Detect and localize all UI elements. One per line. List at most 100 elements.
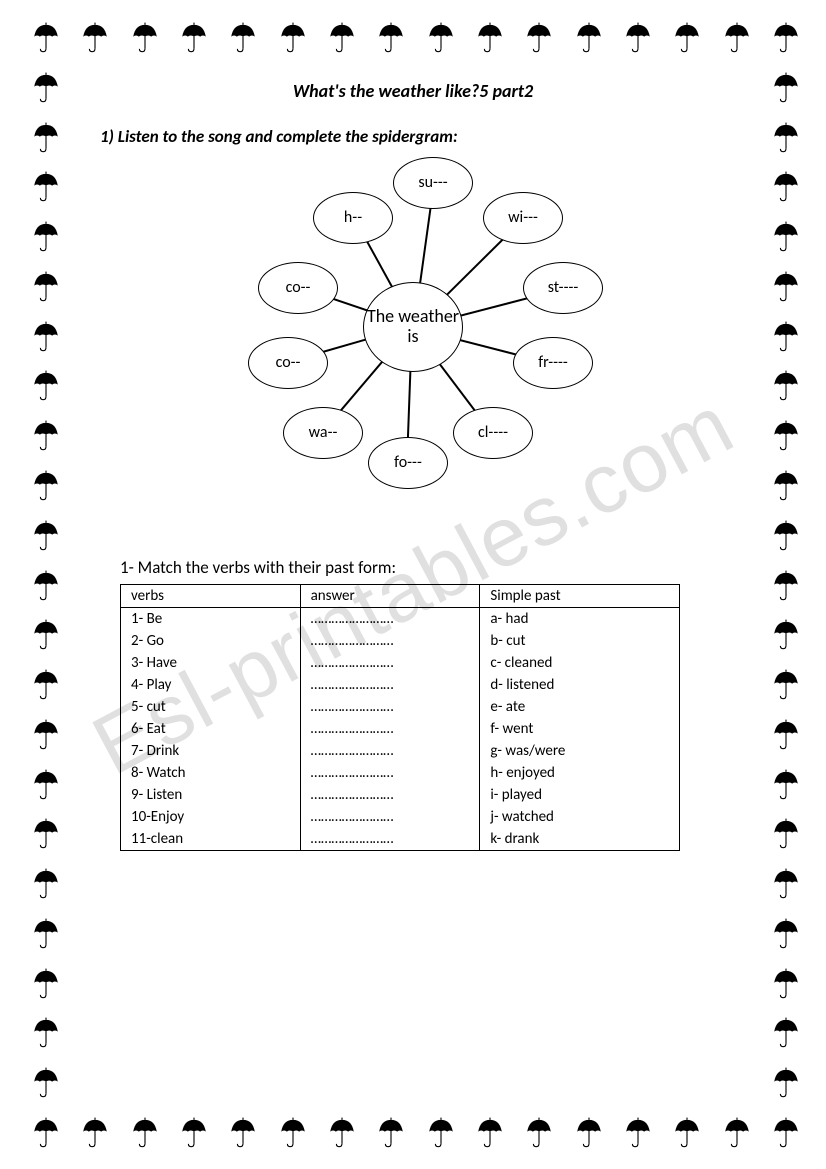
border-umbrella: [30, 866, 62, 902]
past-cell: c- cleaned: [480, 652, 680, 674]
verb-cell: 5- cut: [121, 696, 301, 718]
umbrella-icon: [131, 1117, 159, 1149]
umbrella-icon: [32, 918, 60, 950]
border-umbrella: [523, 1115, 555, 1151]
umbrella-icon: [427, 1117, 455, 1149]
umbrella-icon: [575, 1117, 603, 1149]
border-umbrella: [770, 916, 802, 952]
header-answer: answer: [300, 585, 480, 608]
table-row: 10-Enjoy……………………j- watched: [121, 806, 680, 828]
umbrella-icon: [772, 868, 800, 900]
answer-cell[interactable]: ……………………: [300, 762, 480, 784]
border-umbrella: [474, 1115, 506, 1151]
past-cell: i- played: [480, 784, 680, 806]
past-cell: d- listened: [480, 674, 680, 696]
umbrella-icon: [772, 22, 800, 54]
umbrella-icon: [32, 868, 60, 900]
past-cell: b- cut: [480, 630, 680, 652]
umbrella-icon: [772, 420, 800, 452]
umbrella-icon: [772, 570, 800, 602]
verb-cell: 10-Enjoy: [121, 806, 301, 828]
umbrella-icon: [377, 1117, 405, 1149]
umbrella-icon: [772, 470, 800, 502]
section-2: 1- Match the verbs with their past form:…: [100, 557, 726, 851]
answer-cell[interactable]: ……………………: [300, 740, 480, 762]
answer-cell[interactable]: ……………………: [300, 696, 480, 718]
verbs-table: verbs answer Simple past 1- Be……………………a-…: [120, 584, 680, 851]
answer-cell[interactable]: ……………………: [300, 718, 480, 740]
border-umbrella: [770, 1065, 802, 1101]
verb-cell: 11-clean: [121, 828, 301, 851]
verb-cell: 4- Play: [121, 674, 301, 696]
instruction-1: 1) Listen to the song and complete the s…: [100, 126, 726, 147]
answer-cell[interactable]: ……………………: [300, 608, 480, 631]
section2-title: 1- Match the verbs with their past form:: [120, 557, 726, 578]
border-umbrella: [671, 1115, 703, 1151]
umbrella-icon: [772, 968, 800, 1000]
umbrella-icon: [32, 1117, 60, 1149]
answer-cell[interactable]: ……………………: [300, 652, 480, 674]
border-umbrella: [30, 1065, 62, 1101]
table-row: 5- cut……………………e- ate: [121, 696, 680, 718]
umbrella-icon: [772, 719, 800, 751]
header-verbs: verbs: [121, 585, 301, 608]
border-umbrella: [227, 1115, 259, 1151]
umbrella-icon: [772, 271, 800, 303]
table-row: 1- Be……………………a- had: [121, 608, 680, 631]
umbrella-icon: [32, 1017, 60, 1049]
umbrella-icon: [180, 1117, 208, 1149]
table-row: 6- Eat……………………f- went: [121, 718, 680, 740]
border-umbrella: [326, 1115, 358, 1151]
verb-cell: 1- Be: [121, 608, 301, 631]
verb-cell: 9- Listen: [121, 784, 301, 806]
border-umbrella: [129, 1115, 161, 1151]
umbrella-icon: [772, 769, 800, 801]
answer-cell[interactable]: ……………………: [300, 784, 480, 806]
spidergram-node: su---: [393, 157, 473, 209]
answer-cell[interactable]: ……………………: [300, 674, 480, 696]
umbrella-icon: [229, 1117, 257, 1149]
answer-cell[interactable]: ……………………: [300, 806, 480, 828]
past-cell: h- enjoyed: [480, 762, 680, 784]
page-title: What's the weather like?5 part2: [100, 80, 726, 102]
spidergram-node: wi---: [483, 192, 563, 244]
umbrella-icon: [81, 1117, 109, 1149]
verb-cell: 2- Go: [121, 630, 301, 652]
content-area: What's the weather like?5 part2 1) Liste…: [50, 30, 776, 851]
border-umbrella: [573, 1115, 605, 1151]
umbrella-icon: [32, 1067, 60, 1099]
table-row: 9- Listen……………………i- played: [121, 784, 680, 806]
past-cell: k- drank: [480, 828, 680, 851]
spidergram-node: h--: [313, 192, 393, 244]
table-row: 7- Drink……………………g- was/were: [121, 740, 680, 762]
page: Esl-printables.com: [0, 0, 826, 1169]
umbrella-icon: [772, 1067, 800, 1099]
umbrella-icon: [772, 1017, 800, 1049]
umbrella-icon: [772, 918, 800, 950]
spidergram: The weather is su---wi---st----fr----cl-…: [213, 157, 613, 497]
table-row: 2- Go……………………b- cut: [121, 630, 680, 652]
umbrella-icon: [772, 1117, 800, 1149]
verb-cell: 8- Watch: [121, 762, 301, 784]
border-umbrella: [79, 1115, 111, 1151]
umbrella-icon: [772, 321, 800, 353]
border-umbrella: [375, 1115, 407, 1151]
umbrella-icon: [279, 1117, 307, 1149]
border-umbrella: [30, 966, 62, 1002]
umbrella-icon: [772, 520, 800, 552]
umbrella-icon: [772, 370, 800, 402]
spidergram-node: st----: [523, 262, 603, 314]
table-row: 4- Play……………………d- listened: [121, 674, 680, 696]
umbrella-icon: [772, 72, 800, 104]
umbrella-icon: [32, 968, 60, 1000]
answer-cell[interactable]: ……………………: [300, 828, 480, 851]
table-row: 8- Watch……………………h- enjoyed: [121, 762, 680, 784]
answer-cell[interactable]: ……………………: [300, 630, 480, 652]
umbrella-icon: [525, 1117, 553, 1149]
umbrella-icon: [476, 1117, 504, 1149]
table-row: 11-clean……………………k- drank: [121, 828, 680, 851]
table-header-row: verbs answer Simple past: [121, 585, 680, 608]
past-cell: f- went: [480, 718, 680, 740]
umbrella-icon: [624, 1117, 652, 1149]
border-umbrella: [30, 1015, 62, 1051]
